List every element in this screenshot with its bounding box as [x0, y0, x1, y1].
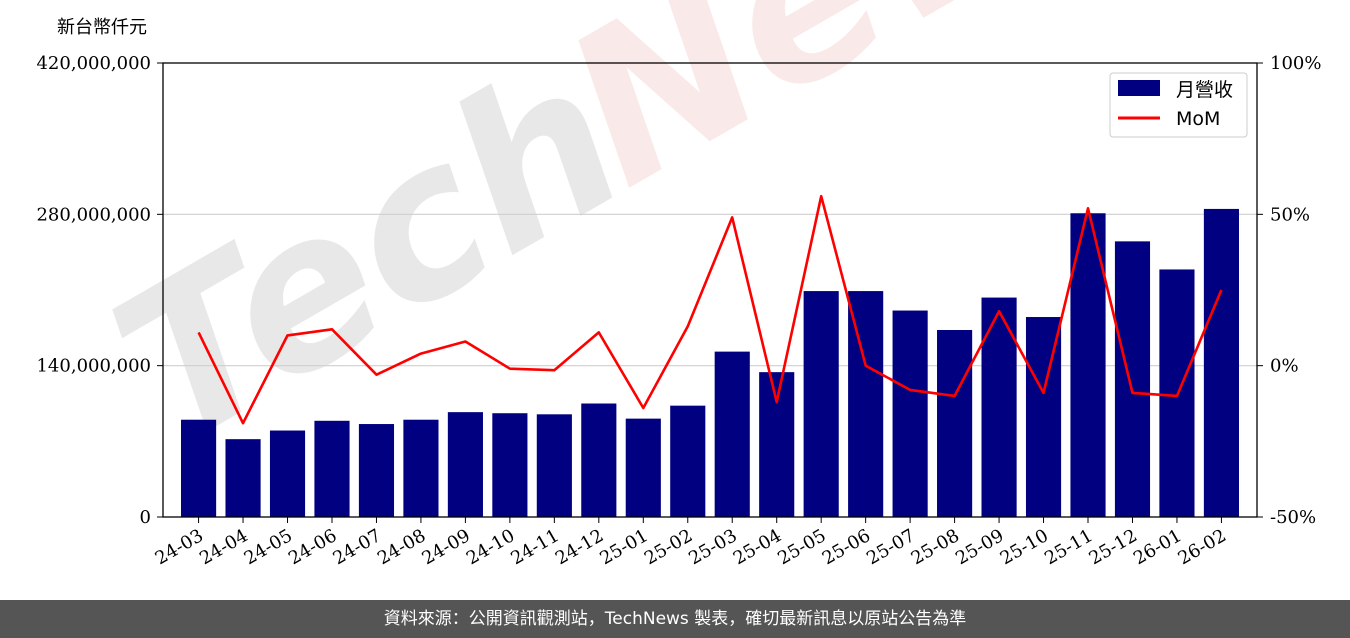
y-right-tick-label: 50% — [1270, 204, 1310, 225]
y-axis-right: -50% 0% 50% 100% — [1257, 53, 1321, 528]
y-left-tick-label: 420,000,000 — [36, 53, 151, 74]
x-tick-label: 25-08 — [908, 525, 963, 569]
x-tick-label: 24-06 — [285, 525, 340, 569]
legend-label-revenue: 月營收 — [1176, 79, 1233, 101]
x-tick-label: 25-02 — [641, 525, 696, 569]
footer-text: 資料來源：公開資訊觀測站，TechNews 製表，確切最新訊息以原站公告為準 — [383, 609, 967, 629]
legend-bar-swatch — [1118, 80, 1160, 96]
footer: 資料來源：公開資訊觀測站，TechNews 製表，確切最新訊息以原站公告為準 — [0, 600, 1350, 638]
x-tick-label: 25-10 — [997, 525, 1052, 569]
y-right-tick-label: -50% — [1270, 507, 1316, 528]
x-tick-label: 24-08 — [374, 525, 429, 569]
bar — [1114, 241, 1151, 517]
x-axis: 24-0324-0424-0524-0624-0724-0824-0924-10… — [152, 517, 1230, 569]
x-tick-label: 24-03 — [152, 525, 207, 569]
bar — [803, 291, 839, 517]
x-tick-label: 25-06 — [819, 525, 874, 569]
x-tick-label: 25-07 — [863, 525, 918, 569]
bar — [358, 424, 395, 517]
x-tick-label: 25-03 — [685, 525, 740, 569]
y-right-tick-label: 0% — [1270, 356, 1299, 377]
bar — [536, 414, 572, 517]
legend: 月營收 MoM — [1109, 72, 1248, 138]
y-left-tick-label: 0 — [140, 507, 151, 528]
x-tick-label: 25-05 — [774, 525, 829, 569]
x-tick-label: 25-09 — [952, 525, 1007, 569]
x-tick-label: 24-05 — [241, 525, 296, 569]
bar — [937, 329, 973, 517]
mom-line-series — [197, 194, 1223, 425]
bar — [181, 419, 217, 517]
y-left-tick-label: 280,000,000 — [36, 204, 151, 225]
x-tick-label: 24-11 — [507, 525, 562, 569]
y-right-tick-label: 100% — [1270, 53, 1321, 74]
x-tick-label: 26-01 — [1130, 525, 1185, 569]
y-left-tick-label: 140,000,000 — [36, 356, 151, 377]
bar — [981, 297, 1017, 517]
x-tick-label: 24-09 — [418, 525, 473, 569]
bar — [269, 430, 306, 517]
bar — [670, 405, 706, 517]
x-tick-label: 25-12 — [1086, 525, 1141, 569]
x-tick-label: 25-11 — [1041, 525, 1096, 569]
bar — [492, 413, 528, 517]
x-tick-label: 24-10 — [463, 525, 518, 569]
bar-series — [181, 208, 1239, 517]
bar — [1203, 208, 1239, 517]
x-tick-label: 25-04 — [730, 525, 785, 569]
bar — [625, 418, 661, 517]
bar — [759, 372, 795, 517]
bar — [225, 439, 261, 517]
plot-frame — [162, 62, 1258, 518]
bar — [848, 291, 884, 517]
unit-label: 新台幣仟元 — [57, 17, 147, 38]
x-tick-label: 24-07 — [330, 525, 385, 569]
bar — [1025, 317, 1062, 517]
mom-line — [197, 194, 1223, 425]
x-tick-label: 24-12 — [552, 525, 607, 569]
bar — [892, 310, 928, 517]
bar — [1070, 213, 1106, 517]
legend-label-mom: MoM — [1176, 108, 1220, 130]
y-axis-left: 0 140,000,000 280,000,000 420,000,000 — [36, 53, 163, 528]
bar — [447, 412, 483, 517]
bar — [403, 419, 439, 517]
chart: Tech News 新台幣仟元 0140,000,000280,000,0004… — [36, 0, 1321, 569]
bar — [314, 420, 350, 517]
x-tick-label: 25-01 — [596, 525, 651, 569]
bar — [714, 351, 750, 517]
bar — [581, 403, 617, 517]
x-tick-label: 26-02 — [1174, 525, 1229, 569]
x-tick-label: 24-04 — [196, 525, 251, 569]
